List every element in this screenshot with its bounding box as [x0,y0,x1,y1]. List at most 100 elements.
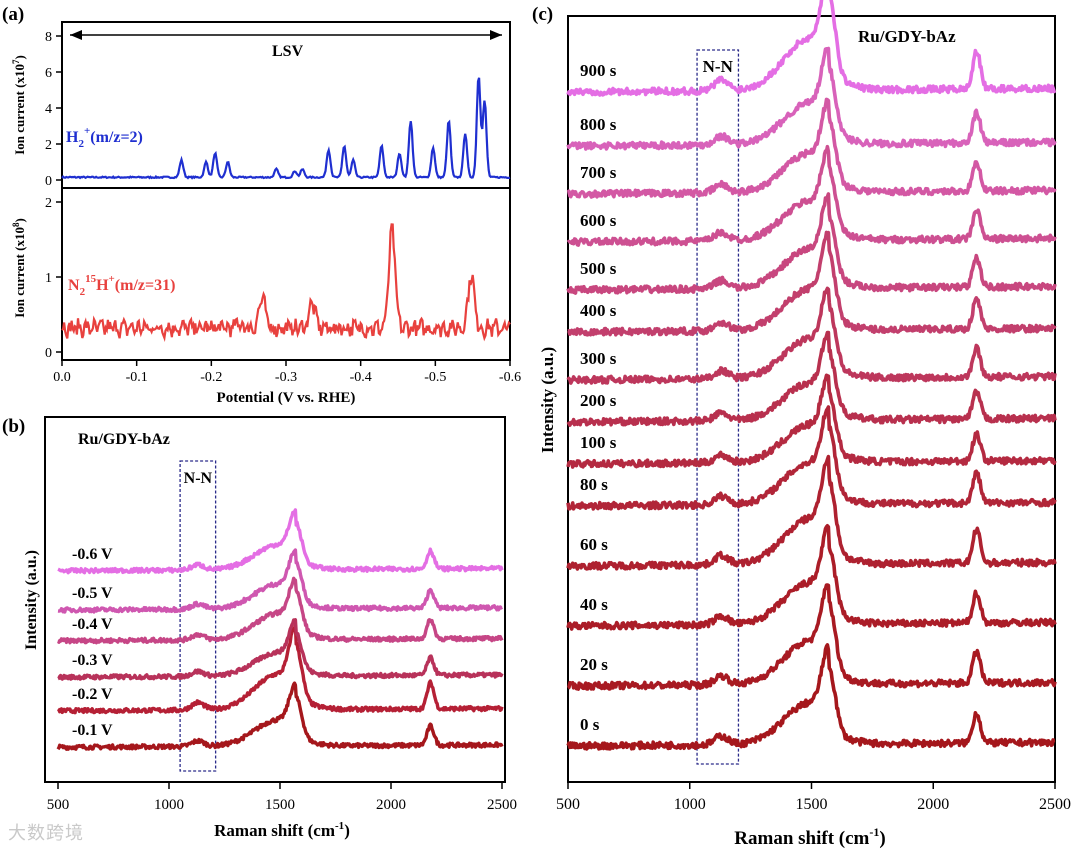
panel-b-label: (b) [2,416,25,437]
a-xtick-label: -0.3 [275,370,297,385]
c-series-label: 900 s [580,61,617,80]
c-series-line [566,643,1056,751]
a-ytick-label: 8 [45,30,52,45]
c-series-line [566,405,1057,511]
c-series-line [566,46,1057,151]
c-series-group: 0 s 20 s 40 s 60 s 80 s 100 s 200 s 300 s 400 s 5… [566,0,1057,751]
b-xlabel: Raman shift (cm-1) [214,820,350,840]
c-xtick-label: 2500 [1039,796,1071,813]
c-series-label: 40 s [580,595,608,614]
b-xtick-label: 1000 [154,797,184,813]
b-xtick-label: 2500 [487,797,517,813]
c-series-line [566,454,1057,571]
n2h-ion-current-line [61,223,511,343]
a-xtick-label: -0.5 [424,370,446,385]
c-series-line [566,97,1057,199]
c-series-label: 400 s [580,301,617,320]
panel-b: (b) Ru/GDY-bAz Intensity (a.u.) 500 1000 1… [2,416,517,840]
c-series-line [566,330,1057,427]
c-nn-box: N-N [696,49,740,765]
a-ytick-label: 2 [45,196,52,211]
panel-a: (a) LSV Ion current (x107) Ion current (… [2,4,521,406]
b-series-line [57,618,504,681]
panel-b-frame [44,416,506,783]
c-series-label: 100 s [580,433,617,452]
c-xtick-label: 1000 [674,796,706,813]
c-series-label: 800 s [580,115,617,134]
c-series-label: 0 s [580,715,600,734]
b-xtick-label: 2000 [376,797,406,813]
c-series-label: 700 s [580,163,617,182]
c-series-line [566,373,1057,469]
c-xtick-label: 500 [556,796,580,813]
c-xtick-label: 1500 [796,796,828,813]
c-nn-label: N-N [703,57,734,76]
c-series-label: 300 s [580,349,617,368]
b-series-label: -0.3 V [72,652,113,669]
c-series-line [566,524,1057,631]
b-series-label: -0.1 V [72,722,113,739]
a-bottom-ylabel: Ion current (x108) [11,218,27,318]
c-series-line [567,583,1057,691]
h2-ion-current-line [61,77,511,180]
c-series-line [566,192,1057,295]
a-top-ylabel: Ion current (x107) [11,55,27,155]
panel-c-ticks: 500 1000 1500 2000 2500 [556,782,1071,813]
c-nn-rect [696,49,740,765]
b-title: Ru/GDY-bAz [78,431,170,448]
c-title: Ru/GDY-bAz [858,27,956,46]
b-ylabel: Intensity (a.u.) [23,550,40,650]
panel-b-ticks: 500 1000 1500 2000 2500 [47,782,517,813]
b-series-group: -0.1 V -0.2 V -0.3 V -0.4 V -0.5 V -0.6 V [56,508,504,751]
b-series-line [57,548,504,614]
c-series-label: 80 s [580,475,608,494]
panel-a-frame [61,21,511,361]
a-ytick-label: 4 [45,102,52,117]
b-xtick-label: 500 [47,797,70,813]
a-ytick-label: 1 [45,271,52,286]
lsv-label: LSV [272,43,304,60]
c-series-line [566,144,1057,247]
b-series-label: -0.4 V [72,616,113,633]
b-xtick-label: 1500 [265,797,295,813]
c-series-line [566,286,1057,385]
b-series-line [56,681,504,751]
a-xlabel: Potential (V vs. RHE) [217,390,356,406]
a-xtick-label: -0.1 [126,370,148,385]
a-ytick-label: 6 [45,66,52,81]
a-ytick-label: 0 [45,174,52,189]
a-xtick-label: -0.6 [499,370,521,385]
a-xtick-label: -0.2 [200,370,222,385]
h2-legend: H2+(m/z=2) [66,125,143,150]
a-xtick-label: 0.0 [53,370,71,385]
b-series-label: -0.6 V [72,546,113,563]
b-series-label: -0.2 V [72,686,113,703]
lsv-arrow [70,30,502,40]
b-nn-rect [179,460,217,772]
b-series-label: -0.5 V [72,585,113,602]
c-series-label: 600 s [580,211,617,230]
c-ylabel: Intensity (a.u.) [538,347,557,453]
n2h-legend: N215H+(m/z=31) [68,273,175,298]
b-series-line [56,576,504,645]
a-ytick-label: 2 [45,138,52,153]
panel-c-label: (c) [532,4,553,25]
c-series-label: 500 s [580,259,617,278]
panel-a-ticks: 0.0 -0.1 -0.2 -0.3 -0.4 -0.5 -0.6 0 2 4 6 8 0 1 2 [45,30,521,385]
c-series-label: 60 s [580,535,608,554]
b-nn-label: N-N [184,470,213,487]
a-ytick-label: 0 [45,346,52,361]
c-series-line [567,230,1057,337]
a-xtick-label: -0.4 [350,370,372,385]
c-series-label: 200 s [580,391,617,410]
panel-c: (c) Ru/GDY-bAz Intensity (a.u.) 500 1000 1… [532,0,1071,849]
b-series-line [57,508,504,575]
c-series-label: 20 s [580,655,608,674]
watermark: 大数跨境 [8,823,84,844]
c-xtick-label: 2000 [917,796,949,813]
b-series-line [56,623,504,715]
panel-a-label: (a) [2,4,24,25]
b-nn-box: N-N [179,460,217,772]
c-xlabel: Raman shift (cm-1) [734,825,885,849]
